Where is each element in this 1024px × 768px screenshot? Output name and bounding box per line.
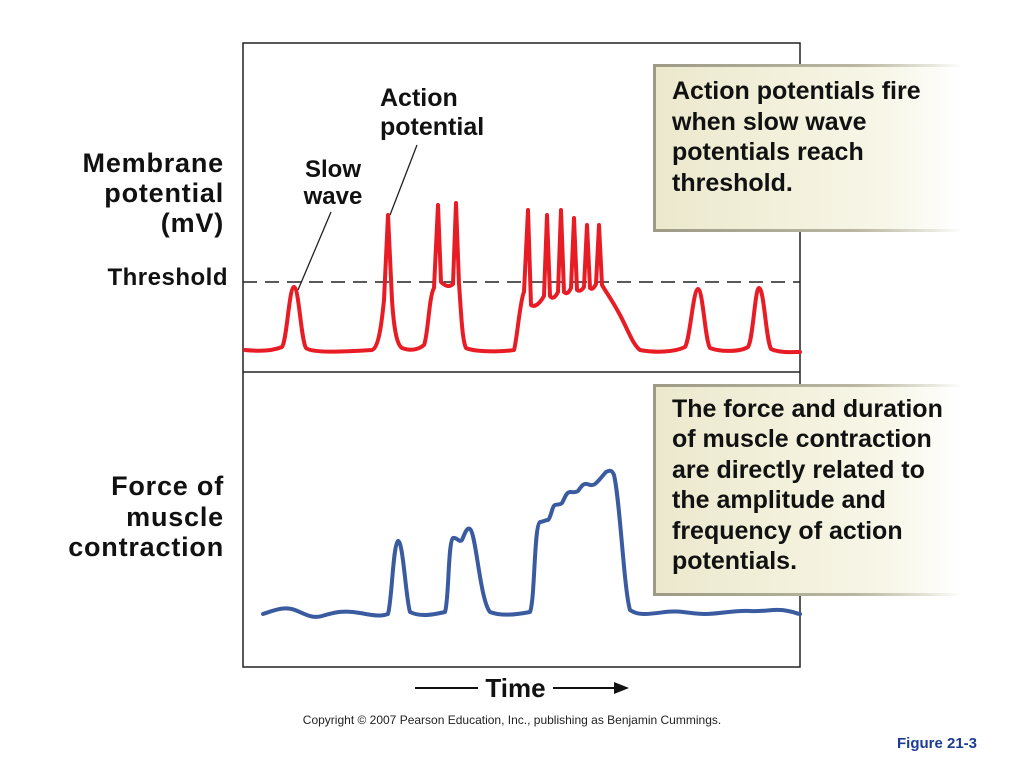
callout-bottom-line-4: the amplitude and (672, 485, 943, 515)
action-potential-pointer (390, 145, 417, 215)
slow-wave-label-line-1: Slow (283, 156, 383, 183)
slow-wave-annotation: Slow wave (283, 156, 383, 210)
figure-number: Figure 21-3 (897, 735, 977, 753)
copyright-notice: Copyright © 2007 Pearson Education, Inc.… (0, 712, 1024, 728)
callout-bottom-line-5: frequency of action (672, 516, 943, 546)
action-potential-label-line-2: potential (380, 113, 484, 142)
membrane-potential-axis-label: Membrane potential (mV) (83, 148, 224, 238)
callout-bottom-line-2: of muscle contraction (672, 424, 943, 454)
callout-bottom-line-1: The force and duration (672, 394, 943, 424)
contraction-callout-box: The force and duration of muscle contrac… (653, 384, 963, 596)
muscle-force-axis-label: Force of muscle contraction (68, 471, 224, 563)
callout-top-line-3: potentials reach (672, 137, 921, 168)
callout-top-line-4: threshold. (672, 168, 921, 199)
threshold-label: Threshold (107, 266, 228, 290)
callout-top-line-2: when slow wave (672, 107, 921, 138)
threshold-callout-text: Action potentials fire when slow wave po… (672, 76, 921, 199)
callout-bottom-line-6: potentials. (672, 546, 943, 576)
force-label-line-1: Force of (68, 471, 224, 502)
membrane-label-line-3: (mV) (83, 208, 224, 238)
slow-wave-pointer (298, 212, 331, 290)
force-label-line-2: muscle (68, 502, 224, 533)
time-axis-label: Time (478, 675, 553, 701)
threshold-callout-box: Action potentials fire when slow wave po… (653, 64, 963, 232)
callout-bottom-line-3: are directly related to (672, 455, 943, 485)
action-potential-annotation: Action potential (380, 84, 484, 142)
slow-wave-label-line-2: wave (283, 183, 383, 210)
callout-top-line-1: Action potentials fire (672, 76, 921, 107)
force-label-line-3: contraction (68, 532, 224, 563)
membrane-label-line-2: potential (83, 178, 224, 208)
contraction-callout-text: The force and duration of muscle contrac… (672, 394, 943, 576)
time-arrow-head (614, 682, 629, 694)
action-potential-label-line-1: Action (380, 84, 484, 113)
membrane-label-line-1: Membrane (83, 148, 224, 178)
